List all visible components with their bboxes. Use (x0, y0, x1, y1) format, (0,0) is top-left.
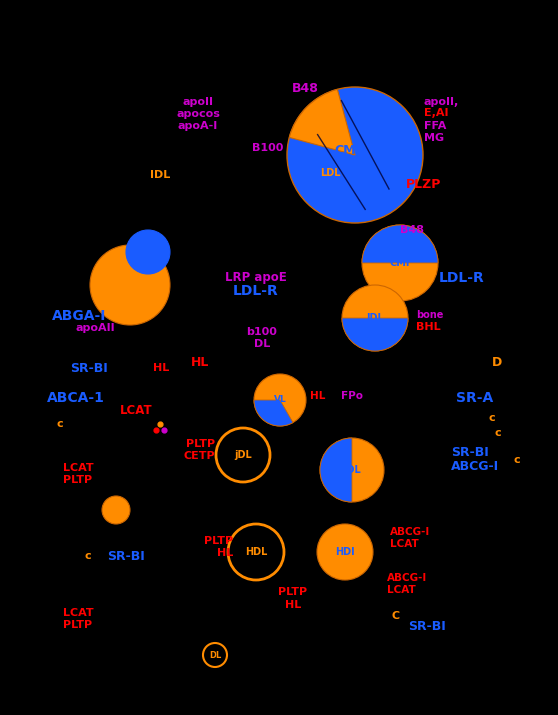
Text: PLTP: PLTP (64, 620, 93, 630)
Text: ABCA-1: ABCA-1 (47, 391, 105, 405)
Text: c: c (514, 455, 520, 465)
Wedge shape (362, 225, 438, 263)
Text: b100: b100 (247, 327, 277, 337)
Circle shape (254, 374, 306, 426)
Text: SR-A: SR-A (456, 391, 493, 405)
Text: CM: CM (334, 144, 356, 157)
Text: C: C (392, 611, 400, 621)
Text: apoII,: apoII, (424, 97, 459, 107)
Text: DL: DL (254, 339, 270, 349)
Text: IDL: IDL (366, 313, 384, 323)
Text: LDL: LDL (320, 168, 340, 178)
Wedge shape (320, 438, 352, 502)
Text: B48: B48 (400, 225, 424, 235)
Circle shape (102, 496, 130, 524)
Text: HDI: HDI (335, 547, 355, 557)
Text: LCAT: LCAT (387, 585, 416, 595)
Circle shape (342, 285, 408, 351)
Text: LCAT: LCAT (120, 403, 153, 417)
Text: BHL: BHL (416, 322, 441, 332)
Circle shape (126, 230, 170, 274)
Point (156, 418, 165, 430)
Text: ABCG-I: ABCG-I (451, 460, 499, 473)
Text: HL: HL (217, 548, 233, 558)
Text: jDL: jDL (234, 450, 252, 460)
Wedge shape (254, 400, 293, 426)
Circle shape (228, 524, 284, 580)
Wedge shape (289, 89, 355, 155)
Text: FPo: FPo (341, 391, 363, 401)
Text: apoAII: apoAII (76, 323, 116, 333)
Text: PLTP: PLTP (278, 587, 307, 597)
Text: SR-BI: SR-BI (107, 550, 145, 563)
Text: SR-BI: SR-BI (408, 619, 446, 633)
Text: B100: B100 (252, 143, 283, 153)
Text: HL: HL (285, 600, 301, 610)
Text: apoII: apoII (182, 97, 214, 107)
Point (152, 424, 161, 435)
Text: HDL: HDL (245, 547, 267, 557)
Text: VL: VL (273, 395, 286, 405)
Text: IDL: IDL (343, 465, 361, 475)
Text: FFA: FFA (424, 121, 446, 131)
Text: bone: bone (416, 310, 444, 320)
Text: c: c (85, 551, 92, 561)
Text: IDL: IDL (150, 170, 170, 180)
Circle shape (317, 524, 373, 580)
Text: LCAT: LCAT (62, 463, 93, 473)
Text: c: c (489, 413, 496, 423)
Text: MG: MG (424, 133, 444, 143)
Text: apoA-I: apoA-I (178, 121, 218, 131)
Text: PLTP: PLTP (64, 475, 93, 485)
Text: CMr: CMr (389, 258, 411, 268)
Text: ABCG-I: ABCG-I (387, 573, 427, 583)
Circle shape (90, 245, 170, 325)
Text: PLZP: PLZP (406, 179, 441, 192)
Text: LCAT: LCAT (62, 608, 93, 618)
Text: SR-BI: SR-BI (70, 362, 108, 375)
Text: LCAT: LCAT (390, 539, 418, 549)
Text: apocos: apocos (176, 109, 220, 119)
Text: c: c (57, 419, 63, 429)
Text: ABCG-I: ABCG-I (390, 527, 430, 537)
Text: LDL-R: LDL-R (233, 284, 279, 298)
Text: HL: HL (153, 363, 169, 373)
Text: SR-BI: SR-BI (451, 446, 489, 460)
Text: B48: B48 (292, 82, 319, 94)
Text: LDL-R: LDL-R (439, 271, 485, 285)
Circle shape (203, 643, 227, 667)
Circle shape (216, 428, 270, 482)
Text: E,AI: E,AI (424, 108, 449, 118)
Text: HL: HL (310, 391, 326, 401)
Wedge shape (342, 318, 408, 351)
Circle shape (362, 225, 438, 301)
Circle shape (287, 87, 423, 223)
Text: ABGA-I: ABGA-I (52, 309, 107, 323)
Text: PLTP: PLTP (204, 536, 233, 546)
Text: HL: HL (191, 355, 209, 368)
Text: CETP: CETP (184, 451, 215, 461)
Text: D: D (492, 355, 502, 368)
Text: c: c (495, 428, 501, 438)
Text: LRP apoE: LRP apoE (225, 272, 287, 285)
Point (160, 424, 169, 435)
Text: DL: DL (209, 651, 221, 659)
Text: PLTP: PLTP (186, 439, 215, 449)
Circle shape (320, 438, 384, 502)
